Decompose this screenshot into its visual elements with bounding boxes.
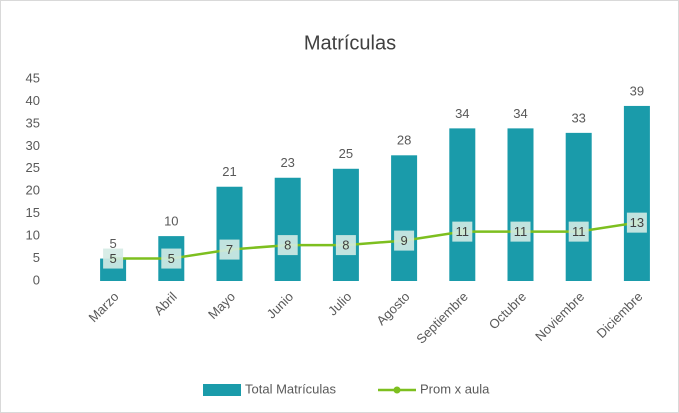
line-label-box [510,221,531,242]
line-label-box [277,235,298,256]
line-value-label: 11 [456,224,470,239]
bar [623,105,650,281]
bar-value-label: 10 [164,214,178,229]
y-tick-label: 45 [26,70,40,85]
bar [332,168,359,281]
line-value-label: 8 [284,238,291,253]
line-value-label: 8 [342,238,349,253]
y-tick-label: 20 [26,183,40,198]
line-value-label: 5 [168,251,175,266]
line-value-label: 11 [514,224,528,239]
bar [565,132,592,281]
line-value-label: 9 [400,233,407,248]
y-tick-label: 35 [26,115,40,130]
y-tick-label: 15 [26,205,40,220]
legend-swatch-point [393,386,401,394]
chart-title: Matrículas [304,32,396,54]
y-tick-label: 0 [33,272,40,287]
legend-label: Prom x aula [420,381,490,396]
line-label-box [626,212,647,233]
bar [449,128,476,281]
line-label-box [568,221,589,242]
bar-value-label: 39 [630,83,644,98]
y-tick-label: 30 [26,138,40,153]
line-value-label: 7 [226,242,233,257]
line-label-box [161,248,182,269]
line-value-label: 13 [630,215,644,230]
bar-value-label: 21 [222,164,236,179]
bar-value-label: 25 [339,146,353,161]
y-tick-label: 25 [26,160,40,175]
line-label-box [219,239,240,260]
y-tick-label: 5 [33,250,40,265]
y-tick-label: 40 [26,93,40,108]
bar [507,128,534,281]
line-label-box [335,235,356,256]
bar-value-label: 33 [571,110,585,125]
line-label-box [394,230,415,251]
bar [216,186,243,281]
legend-swatch [203,384,241,396]
bar [274,177,301,281]
bar-value-label: 5 [109,236,116,251]
line-label-box [452,221,473,242]
line [113,221,638,260]
bar-value-label: 23 [280,155,294,170]
bar [391,155,418,281]
line-value-label: 5 [109,251,116,266]
bar-value-label: 28 [397,133,411,148]
line-label-box [103,248,124,269]
y-tick-label: 10 [26,228,40,243]
legend-label: Total Matrículas [245,381,337,396]
line-value-label: 11 [572,224,586,239]
bar-value-label: 34 [455,106,469,121]
bar-value-label: 34 [513,106,527,121]
